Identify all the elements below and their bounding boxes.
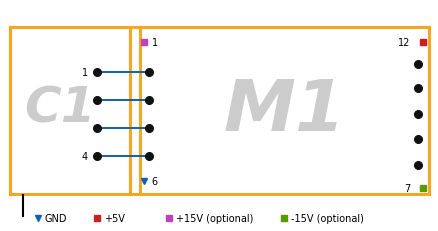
Text: 1: 1 xyxy=(81,68,88,78)
Text: +15V (optional): +15V (optional) xyxy=(176,213,253,223)
Text: 6: 6 xyxy=(151,176,157,186)
Text: C1: C1 xyxy=(25,84,96,131)
Text: 4: 4 xyxy=(81,151,88,161)
Text: GND: GND xyxy=(45,213,67,223)
Bar xyxy=(140,28,428,194)
Text: +5V: +5V xyxy=(104,213,125,223)
Text: M1: M1 xyxy=(223,76,345,145)
Text: -15V (optional): -15V (optional) xyxy=(291,213,364,223)
Text: 12: 12 xyxy=(397,38,409,48)
Text: 7: 7 xyxy=(403,183,409,193)
Bar xyxy=(130,28,140,194)
Bar xyxy=(10,28,130,194)
Text: 1: 1 xyxy=(151,38,157,48)
